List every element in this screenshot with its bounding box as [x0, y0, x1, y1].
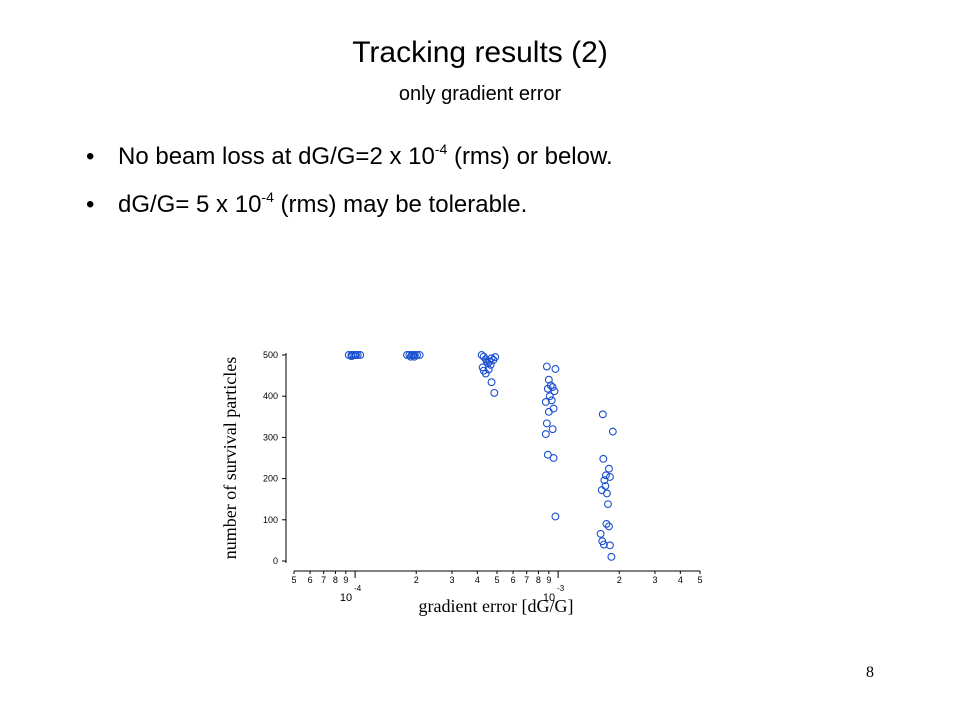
x-tick-label: 5 [697, 575, 702, 585]
bullet-text: dG/G= 5 x 10 [118, 191, 262, 218]
x-tick-label: 6 [511, 575, 516, 585]
y-tick-label: 300 [263, 432, 278, 442]
data-point [549, 404, 558, 413]
data-point [477, 351, 486, 359]
data-point [604, 522, 613, 531]
chart-points [344, 351, 617, 561]
x-tick-label: 9 [546, 575, 551, 585]
x-tick-label: 3 [652, 575, 657, 585]
data-point [543, 384, 552, 393]
bullet-text: No beam loss at dG/G=2 x 10 [118, 143, 435, 170]
x-tick-label: 5 [494, 575, 499, 585]
x-tick-label: 3 [449, 575, 454, 585]
bullet-item-1: • No beam loss at dG/G=2 x 10-4 (rms) or … [86, 141, 613, 171]
x-decade-exponent: -4 [354, 584, 362, 593]
x-tick-label: 4 [678, 575, 683, 585]
data-point [599, 540, 608, 549]
data-point [542, 362, 551, 371]
x-tick-label: 7 [321, 575, 326, 585]
data-point [599, 454, 608, 463]
data-point [550, 387, 559, 396]
data-point [551, 365, 560, 373]
y-tick-label: 0 [273, 556, 278, 566]
data-point [602, 489, 611, 498]
data-point [541, 430, 550, 439]
data-point [402, 351, 411, 359]
data-point [608, 427, 617, 436]
x-decade-exponent: -3 [557, 584, 565, 593]
data-point [596, 529, 605, 538]
y-tick-label: 100 [263, 515, 278, 525]
data-point [415, 351, 424, 359]
data-point [607, 552, 616, 561]
x-tick-label: 7 [524, 575, 529, 585]
data-point [490, 388, 499, 397]
bullet-exponent: -4 [434, 141, 448, 157]
data-point [491, 353, 500, 362]
x-tick-label: 2 [617, 575, 622, 585]
data-point [542, 419, 551, 428]
x-tick-label: 4 [475, 575, 480, 585]
x-decade-label: 10 [543, 592, 555, 604]
data-point [347, 352, 356, 361]
data-point [487, 378, 496, 387]
x-tick-label: 8 [333, 575, 338, 585]
slide-subtitle: only gradient error [398, 83, 562, 105]
data-point [484, 365, 493, 374]
x-axis-title: gradient error [dG/G] [419, 596, 574, 616]
data-point [410, 352, 419, 361]
data-point [549, 454, 558, 462]
data-point [551, 512, 560, 521]
x-tick-label: 8 [536, 575, 541, 585]
x-tick-label: 5 [291, 575, 296, 585]
data-point [543, 450, 552, 459]
page-number: 8 [866, 664, 874, 681]
data-point [406, 352, 415, 361]
data-point [547, 396, 556, 405]
bullet-item-2: • dG/G= 5 x 10-4 (rms) may be tolerable. [86, 189, 613, 219]
data-point [603, 500, 612, 509]
slide-title: Tracking results (2) [352, 36, 608, 69]
data-point [602, 519, 611, 528]
data-point [604, 464, 613, 473]
data-point [544, 407, 553, 416]
data-point [600, 476, 609, 485]
bullet-text-end: (rms) or below. [447, 143, 613, 170]
data-point [605, 541, 614, 550]
data-point [545, 392, 554, 401]
bullet-list: • No beam loss at dG/G=2 x 10-4 (rms) or … [86, 141, 613, 239]
data-point [487, 354, 496, 363]
bullet-text-end: (rms) may be tolerable. [273, 191, 528, 218]
x-tick-label: 9 [343, 575, 348, 585]
data-point [541, 398, 550, 406]
bullet-marker: • [86, 191, 95, 218]
x-tick-label: 6 [308, 575, 313, 585]
x-tick-label: 2 [414, 575, 419, 585]
bullet-marker: • [86, 143, 95, 170]
y-tick-label: 500 [263, 350, 278, 360]
data-point [405, 351, 414, 359]
bullet-exponent: -4 [261, 189, 274, 205]
y-tick-label: 200 [263, 474, 278, 484]
x-decade-label: 10 [340, 592, 352, 604]
data-point [601, 471, 610, 480]
data-point [356, 351, 365, 359]
data-point [548, 383, 557, 392]
y-axis-title: number of survival particles [220, 357, 240, 559]
y-tick-label: 400 [263, 391, 278, 401]
data-point [548, 425, 557, 434]
data-point [598, 410, 607, 419]
